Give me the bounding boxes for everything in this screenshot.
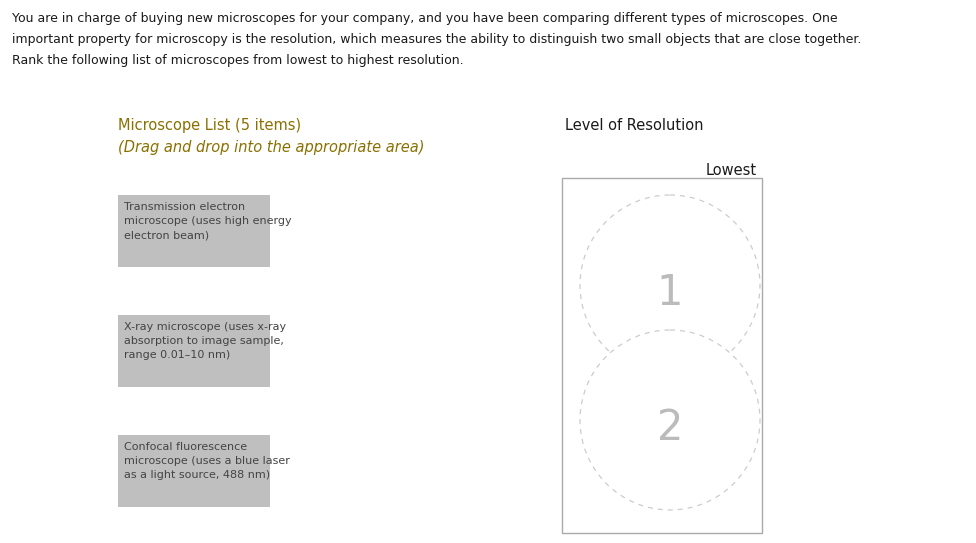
Bar bbox=[118, 315, 270, 387]
Text: important property for microscopy is the resolution, which measures the ability : important property for microscopy is the… bbox=[12, 33, 862, 46]
Text: Transmission electron
microscope (uses high energy
electron beam): Transmission electron microscope (uses h… bbox=[124, 202, 292, 240]
Text: (Drag and drop into the appropriate area): (Drag and drop into the appropriate area… bbox=[118, 140, 425, 155]
Text: Microscope List (5 items): Microscope List (5 items) bbox=[118, 118, 302, 133]
Circle shape bbox=[580, 330, 760, 510]
Text: Confocal fluorescence
microscope (uses a blue laser
as a light source, 488 nm): Confocal fluorescence microscope (uses a… bbox=[124, 442, 290, 480]
Text: Rank the following list of microscopes from lowest to highest resolution.: Rank the following list of microscopes f… bbox=[12, 54, 464, 67]
Circle shape bbox=[580, 195, 760, 375]
Text: 2: 2 bbox=[657, 407, 683, 449]
Text: X-ray microscope (uses x-ray
absorption to image sample,
range 0.01–10 nm): X-ray microscope (uses x-ray absorption … bbox=[124, 322, 286, 360]
Bar bbox=[562, 178, 762, 533]
Bar bbox=[118, 435, 270, 507]
Text: Level of Resolution: Level of Resolution bbox=[565, 118, 704, 133]
Text: Lowest: Lowest bbox=[706, 163, 757, 178]
Text: You are in charge of buying new microscopes for your company, and you have been : You are in charge of buying new microsco… bbox=[12, 12, 837, 25]
Bar bbox=[118, 195, 270, 267]
Text: 1: 1 bbox=[657, 272, 683, 314]
